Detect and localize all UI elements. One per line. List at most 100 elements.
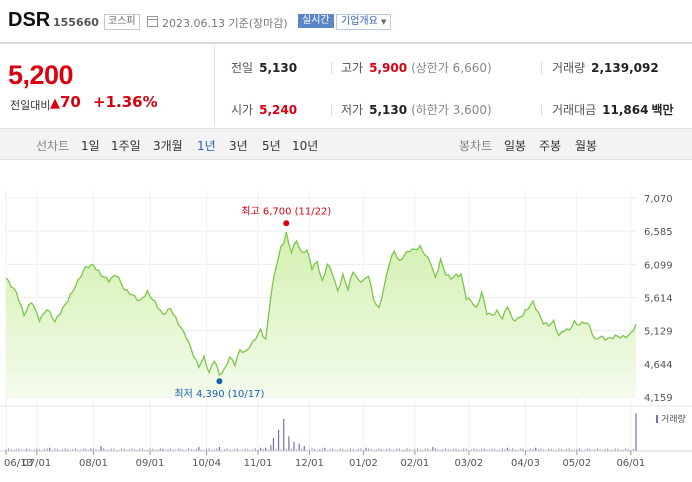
volume-bar: [622, 449, 624, 451]
volume-bar: [116, 449, 118, 451]
volume-bar: [26, 448, 28, 451]
volume-bar: [573, 449, 575, 451]
tab-10y[interactable]: 10년: [292, 139, 319, 153]
volume-bar: [607, 448, 609, 451]
volume-bar: [427, 448, 429, 451]
volume-bar: [213, 449, 215, 451]
market-badge: 코스피: [104, 14, 140, 30]
realtime-button[interactable]: 실시간: [298, 14, 334, 28]
volume-bar: [277, 429, 280, 451]
volume-bar: [370, 448, 372, 451]
tab-1d[interactable]: 1일: [81, 139, 100, 153]
volume-bar: [46, 448, 48, 451]
volume-bar: [56, 448, 58, 451]
volume-bar: [344, 449, 346, 451]
volume-bar: [434, 448, 436, 451]
volume-bar: [275, 448, 277, 451]
volume-bar: [424, 448, 426, 451]
volume-bar: [311, 448, 313, 451]
volume-bar: [440, 449, 442, 451]
volume-bar: [352, 449, 354, 451]
stat-open-label: 시가: [231, 103, 254, 117]
volume-bar: [108, 449, 110, 451]
volume-bar: [265, 447, 267, 451]
tab-3y[interactable]: 3년: [229, 139, 248, 153]
volume-bar: [257, 449, 259, 451]
y-tick-label: 7,070: [644, 194, 673, 205]
price-stats: 전일 5,130 고가 5,900 (상한가 6,660) 거래량 2,139,092 …: [214, 46, 692, 126]
volume-bar: [596, 448, 598, 451]
volume-bar: [259, 447, 262, 451]
volume-bar: [568, 448, 570, 451]
tab-3m[interactable]: 3개월: [153, 139, 183, 153]
volume-bar: [103, 448, 105, 451]
volume-bar: [149, 448, 151, 451]
volume-bar: [470, 449, 472, 451]
stat-low-label: 저가: [341, 103, 364, 117]
tab-1y[interactable]: 1년: [197, 139, 216, 153]
volume-bar: [519, 448, 521, 451]
volume-bar: [350, 448, 352, 451]
volume-bar: [5, 449, 7, 451]
calendar-icon: [147, 16, 158, 27]
tab-daily[interactable]: 일봉: [504, 139, 527, 153]
volume-bar: [177, 448, 179, 451]
volume-bar: [231, 449, 233, 451]
volume-bar: [229, 449, 231, 451]
volume-bar: [167, 448, 169, 451]
volume-bar: [429, 449, 431, 451]
up-arrow-icon: ▲: [50, 96, 60, 111]
volume-bar: [329, 448, 331, 451]
volume-bar: [72, 448, 74, 451]
tab-weekly[interactable]: 주봉: [539, 139, 562, 153]
upper-limit: (상한가 6,660): [411, 61, 492, 75]
volume-bar: [221, 449, 223, 451]
volume-bar: [290, 448, 292, 451]
volume-legend-swatch: [656, 415, 658, 423]
volume-bar: [321, 448, 323, 451]
volume-bar: [386, 448, 388, 451]
volume-bar: [627, 448, 629, 451]
price-chart-svg[interactable]: 7,070 6,585 6,099 5,614 5,129 4,644 4,159 최고 6,…: [0, 160, 692, 482]
tab-5y[interactable]: 5년: [262, 139, 281, 153]
volume-bar: [455, 448, 457, 451]
volume-bar: [473, 448, 475, 451]
volume-bar: [560, 448, 562, 451]
volume-bar: [445, 448, 447, 451]
volume-bar: [54, 448, 56, 451]
volume-bar: [226, 448, 228, 451]
stat-prev: 전일 5,130: [231, 59, 297, 76]
y-tick-label: 5,614: [644, 294, 673, 305]
volume-bar: [188, 448, 190, 451]
x-tick-label: 04/03: [511, 458, 540, 469]
divider: [541, 62, 542, 74]
volume-bar: [190, 448, 192, 451]
volume-bar: [296, 449, 298, 451]
volume-bar: [69, 449, 71, 451]
volume-bar: [499, 449, 501, 451]
volume-bar: [486, 449, 488, 451]
volume-bar: [280, 449, 282, 451]
volume-bar: [347, 449, 349, 451]
volume-bar: [483, 448, 485, 451]
stat-volume-label: 거래량: [552, 61, 586, 75]
volume-bar: [522, 448, 524, 451]
stat-high-label: 고가: [341, 61, 364, 75]
volume-bar: [92, 448, 94, 451]
volume-bar: [74, 448, 76, 451]
volume-bar: [319, 449, 321, 451]
volume-bar: [247, 448, 249, 451]
volume-bar: [604, 448, 606, 451]
volume-bar: [496, 449, 498, 451]
volume-bar: [164, 449, 166, 451]
tab-monthly[interactable]: 월봉: [575, 139, 598, 153]
volume-legend: 거래량: [661, 413, 686, 425]
volume-bar: [506, 447, 509, 451]
price-chart[interactable]: 7,070 6,585 6,099 5,614 5,129 4,644 4,159 최고 6,…: [0, 160, 692, 482]
volume-bar: [391, 449, 393, 451]
quote-date: 2023.06.13 기준(장마감): [162, 17, 288, 30]
volume-bar: [404, 449, 406, 451]
tab-1w[interactable]: 1주일: [111, 139, 141, 153]
volume-bar: [378, 448, 380, 451]
company-info-button[interactable]: 기업개요 ▼: [336, 14, 392, 30]
